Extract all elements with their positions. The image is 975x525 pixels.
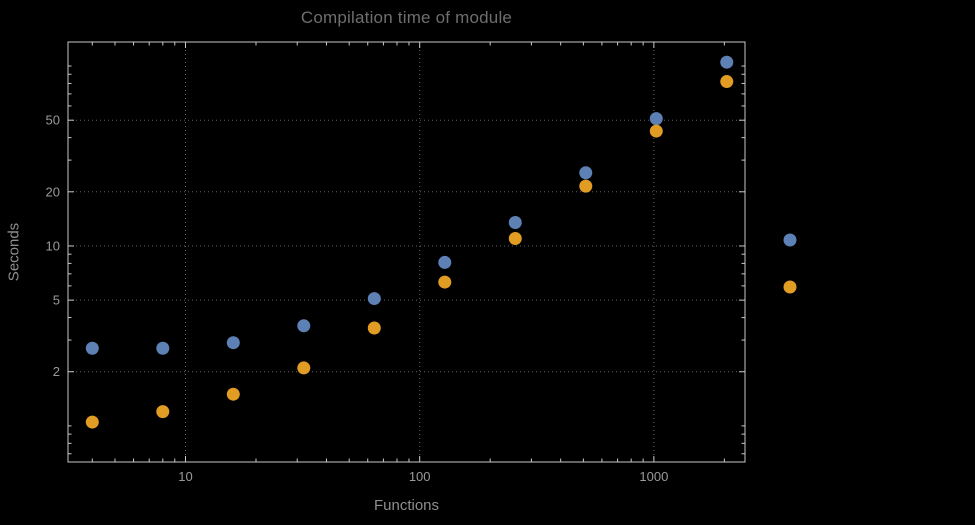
y-tick-label: 50 (46, 113, 60, 128)
x-tick-label: 1000 (639, 469, 668, 484)
data-point-series-orange (156, 405, 170, 419)
data-point-series-orange (508, 232, 522, 246)
plot-frame (67, 41, 746, 463)
legend-marker-orange (783, 280, 797, 294)
data-point-series-orange (297, 361, 311, 375)
data-point-series-blue (438, 255, 452, 269)
data-point-series-orange (226, 387, 240, 401)
data-point-series-orange (85, 415, 99, 429)
x-tick-label: 100 (409, 469, 431, 484)
y-tick-label: 20 (46, 184, 60, 199)
data-point-series-orange (579, 179, 593, 193)
data-point-series-orange (438, 275, 452, 289)
data-point-series-blue (579, 166, 593, 180)
data-point-series-blue (156, 341, 170, 355)
data-point-series-blue (226, 336, 240, 350)
x-tick-label: 10 (178, 469, 192, 484)
chart-title: Compilation time of module (300, 8, 513, 27)
y-tick-label: 10 (46, 238, 60, 253)
data-point-series-orange (720, 75, 734, 89)
y-tick-label: 5 (53, 293, 60, 308)
data-point-series-blue (367, 292, 381, 306)
data-point-series-blue (297, 319, 311, 333)
data-point-series-blue (649, 112, 663, 126)
legend-marker-blue (783, 233, 797, 247)
data-point-series-blue (85, 341, 99, 355)
y-axis-label: Seconds (5, 222, 23, 282)
data-point-series-blue (720, 55, 734, 69)
data-point-series-orange (649, 124, 663, 138)
data-point-series-blue (508, 216, 522, 230)
y-tick-label: 2 (53, 364, 60, 379)
x-axis-label: Functions (373, 497, 440, 514)
data-point-series-orange (367, 321, 381, 335)
